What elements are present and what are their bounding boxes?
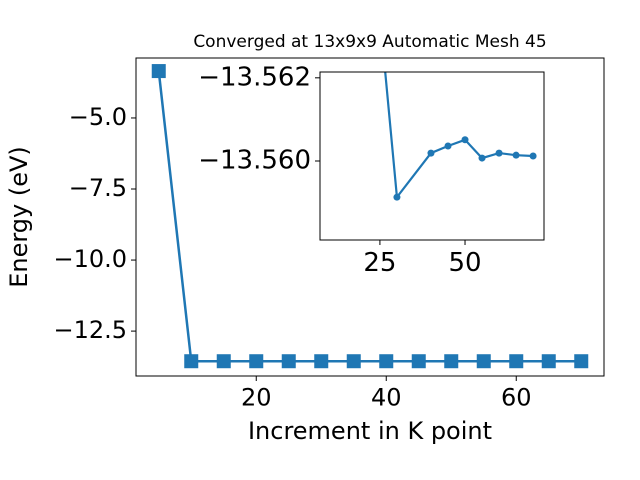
x-tick-label: 25 xyxy=(363,248,396,278)
x-tick-label: 40 xyxy=(371,383,402,411)
data-point xyxy=(393,193,401,201)
x-axis-label: Increment in K point xyxy=(248,417,492,445)
data-point xyxy=(216,354,231,369)
data-point xyxy=(541,354,556,369)
data-point xyxy=(529,152,537,160)
y-tick-label: −13.560 xyxy=(198,145,311,175)
data-point xyxy=(444,142,452,150)
data-point xyxy=(281,354,296,369)
x-tick-label: 20 xyxy=(241,383,272,411)
data-point xyxy=(444,354,459,369)
data-point xyxy=(376,12,383,19)
data-point xyxy=(151,64,166,79)
chart-title: Converged at 13x9x9 Automatic Mesh 45 xyxy=(193,32,546,52)
data-point xyxy=(411,354,426,369)
data-point xyxy=(478,154,486,162)
data-point xyxy=(495,149,503,157)
y-tick-label: −13.562 xyxy=(198,62,311,92)
data-point xyxy=(512,151,520,159)
x-tick-label: 60 xyxy=(501,383,532,411)
y-tick-label: −5.0 xyxy=(69,103,127,131)
plot-clip xyxy=(151,64,589,369)
y-tick-label: −10.0 xyxy=(53,245,127,273)
y-tick-label: −12.5 xyxy=(53,316,127,344)
axes-frame xyxy=(319,71,545,241)
data-point xyxy=(346,354,361,369)
data-point xyxy=(574,354,589,369)
data-point xyxy=(427,149,435,157)
data-point xyxy=(461,136,469,144)
data-point xyxy=(476,354,491,369)
y-tick-label: −7.5 xyxy=(69,174,127,202)
plot-clip xyxy=(376,12,537,201)
data-point xyxy=(379,354,394,369)
axes-frame xyxy=(135,57,605,377)
x-tick-label: 50 xyxy=(448,248,481,278)
data-point xyxy=(314,354,329,369)
data-point xyxy=(249,354,264,369)
data-point xyxy=(184,354,199,369)
y-axis-label: Energy (eV) xyxy=(5,146,33,288)
data-point xyxy=(509,354,524,369)
